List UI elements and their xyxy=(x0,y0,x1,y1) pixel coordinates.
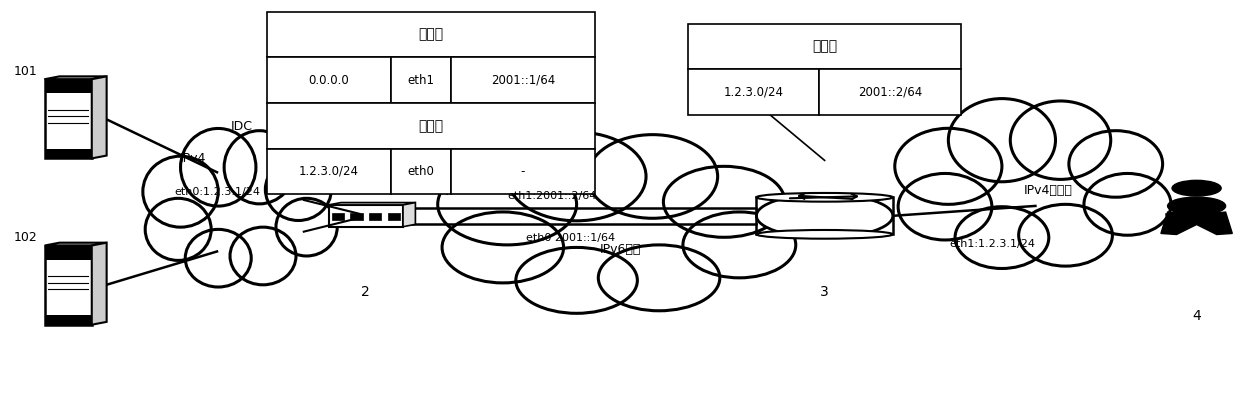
Ellipse shape xyxy=(181,128,255,206)
Circle shape xyxy=(1172,180,1221,196)
Ellipse shape xyxy=(895,128,1002,204)
Ellipse shape xyxy=(598,245,719,311)
Ellipse shape xyxy=(507,132,646,221)
Text: eth1:1.2.3.1/24: eth1:1.2.3.1/24 xyxy=(949,238,1035,249)
Bar xyxy=(267,57,392,103)
Ellipse shape xyxy=(516,248,637,313)
Bar xyxy=(332,213,345,220)
Bar xyxy=(267,148,392,194)
Bar xyxy=(45,246,92,260)
Bar xyxy=(351,213,363,220)
Text: 映射表: 映射表 xyxy=(418,28,444,42)
Text: 3: 3 xyxy=(820,285,830,299)
Text: 2: 2 xyxy=(361,285,371,299)
Text: 1.2.3.0/24: 1.2.3.0/24 xyxy=(299,165,360,178)
Text: IDC: IDC xyxy=(231,120,253,133)
Text: eth0:1.2.3.1/24: eth0:1.2.3.1/24 xyxy=(174,187,260,197)
Text: IPv4互联网: IPv4互联网 xyxy=(1023,184,1073,196)
Ellipse shape xyxy=(143,156,218,227)
Text: 101: 101 xyxy=(14,65,37,78)
Ellipse shape xyxy=(145,198,211,261)
Ellipse shape xyxy=(1018,204,1112,266)
Text: 2001::1/64: 2001::1/64 xyxy=(491,74,556,87)
Text: 0.0.0.0: 0.0.0.0 xyxy=(309,74,350,87)
Text: 102: 102 xyxy=(14,231,37,244)
Bar xyxy=(370,213,382,220)
Ellipse shape xyxy=(231,227,296,285)
Ellipse shape xyxy=(898,173,992,240)
Ellipse shape xyxy=(185,229,252,287)
Bar xyxy=(329,205,403,227)
Text: 映射表: 映射表 xyxy=(812,40,837,53)
Ellipse shape xyxy=(277,198,337,256)
Bar xyxy=(450,148,595,194)
Text: -: - xyxy=(521,165,525,178)
Bar xyxy=(45,149,92,158)
Ellipse shape xyxy=(949,99,1055,182)
Ellipse shape xyxy=(1168,197,1225,215)
Bar xyxy=(392,57,450,103)
Text: 路由表: 路由表 xyxy=(418,119,444,133)
Ellipse shape xyxy=(663,166,785,237)
Bar xyxy=(45,246,92,325)
Bar xyxy=(450,57,595,103)
Ellipse shape xyxy=(1084,173,1171,235)
Polygon shape xyxy=(92,243,107,325)
Bar xyxy=(45,315,92,325)
Circle shape xyxy=(60,316,77,322)
Bar xyxy=(688,69,820,115)
Text: eth1:2001::2/64: eth1:2001::2/64 xyxy=(507,191,596,201)
Bar xyxy=(267,103,595,148)
Text: IPv4: IPv4 xyxy=(180,152,206,165)
Ellipse shape xyxy=(683,212,796,278)
Text: eth0: eth0 xyxy=(408,165,434,178)
Bar xyxy=(45,79,92,93)
Polygon shape xyxy=(403,202,415,227)
Bar xyxy=(820,69,961,115)
Ellipse shape xyxy=(1069,131,1163,197)
Polygon shape xyxy=(92,76,107,158)
Bar xyxy=(688,24,961,69)
Ellipse shape xyxy=(588,135,718,218)
Ellipse shape xyxy=(756,230,893,239)
Text: eth1: eth1 xyxy=(408,74,434,87)
Text: IPv6网络: IPv6网络 xyxy=(599,243,641,256)
Bar xyxy=(267,12,595,57)
Ellipse shape xyxy=(224,131,295,204)
Text: eth0 2001::1/64: eth0 2001::1/64 xyxy=(526,232,615,243)
Text: 4: 4 xyxy=(1192,309,1202,323)
Ellipse shape xyxy=(438,164,577,245)
Text: 1.2.3.0/24: 1.2.3.0/24 xyxy=(724,86,784,99)
Ellipse shape xyxy=(1011,101,1111,179)
Circle shape xyxy=(60,150,77,156)
Polygon shape xyxy=(329,202,415,205)
Ellipse shape xyxy=(441,212,563,283)
Bar xyxy=(45,79,92,158)
Text: 2001::2/64: 2001::2/64 xyxy=(858,86,923,99)
Ellipse shape xyxy=(955,207,1049,268)
Polygon shape xyxy=(45,243,107,246)
Polygon shape xyxy=(45,76,107,79)
Bar xyxy=(387,213,399,220)
Polygon shape xyxy=(1161,212,1233,234)
Ellipse shape xyxy=(265,158,331,221)
Ellipse shape xyxy=(756,193,893,202)
Bar xyxy=(392,148,450,194)
Circle shape xyxy=(756,194,893,238)
